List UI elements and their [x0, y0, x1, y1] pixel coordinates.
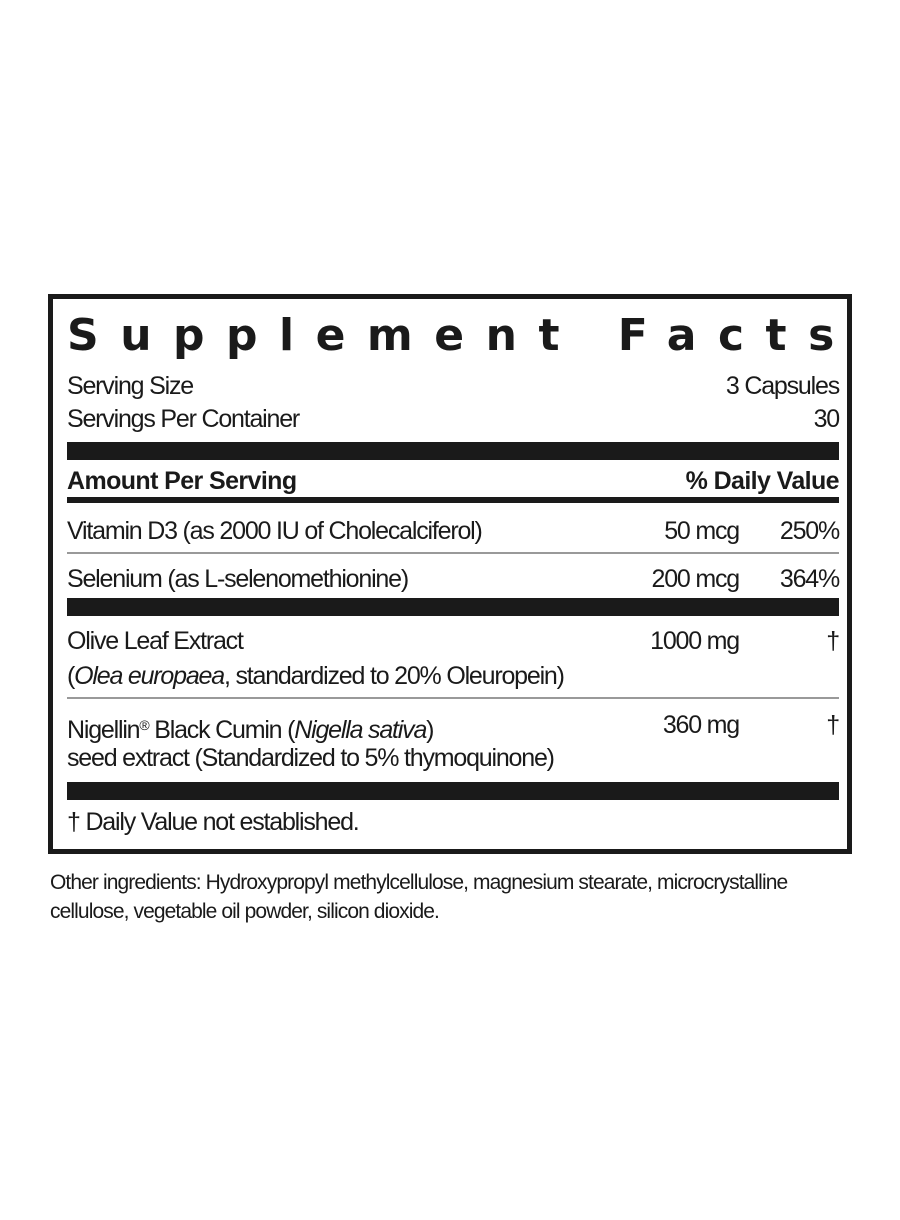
ingredient-description: (Olea europaea, standardized to 20% Oleu… [67, 662, 565, 690]
ingredient-name: Nigellin® Black Cumin (Nigella sativa) [67, 716, 435, 744]
amount-header: Amount Per Serving [67, 467, 297, 495]
thin-divider [67, 552, 839, 554]
other-ingredients: Other ingredients: Hydroxypropyl methylc… [50, 871, 788, 923]
nutrient-name: Vitamin D3 (as 2000 IU of Cholecalcifero… [67, 517, 483, 545]
supplement-facts-panel: Supplement Facts Serving Size 3 Capsules… [48, 294, 852, 854]
thin-divider [67, 697, 839, 699]
serving-size-label: Serving Size [67, 372, 194, 400]
thick-divider [67, 442, 839, 460]
ingredient-amount: 1000 mg [650, 627, 740, 655]
nutrient-dv: 364% [779, 565, 840, 593]
daily-value-header: % Daily Value [685, 467, 840, 495]
thick-divider [67, 598, 839, 616]
panel-title: Supplement Facts [67, 310, 856, 361]
servings-per-container-value: 30 [813, 405, 841, 433]
ingredient-name: Olive Leaf Extract [67, 627, 244, 655]
footnote: † Daily Value not established. [67, 808, 360, 836]
serving-size-value: 3 Capsules [725, 372, 840, 400]
nutrient-dv: 250% [779, 517, 840, 545]
nutrient-amount: 200 mcg [651, 565, 741, 593]
ingredient-dv: † [826, 627, 840, 655]
ingredient-amount: 360 mg [662, 711, 740, 739]
ingredient-dv: † [826, 711, 840, 739]
nutrient-name: Selenium (as L-selenomethionine) [67, 565, 409, 593]
ingredient-description: seed extract (Standardized to 5% thymoqu… [67, 744, 555, 772]
servings-per-container-label: Servings Per Container [67, 405, 300, 433]
medium-divider [67, 497, 839, 503]
nutrient-amount: 50 mcg [664, 517, 740, 545]
thick-divider [67, 782, 839, 800]
